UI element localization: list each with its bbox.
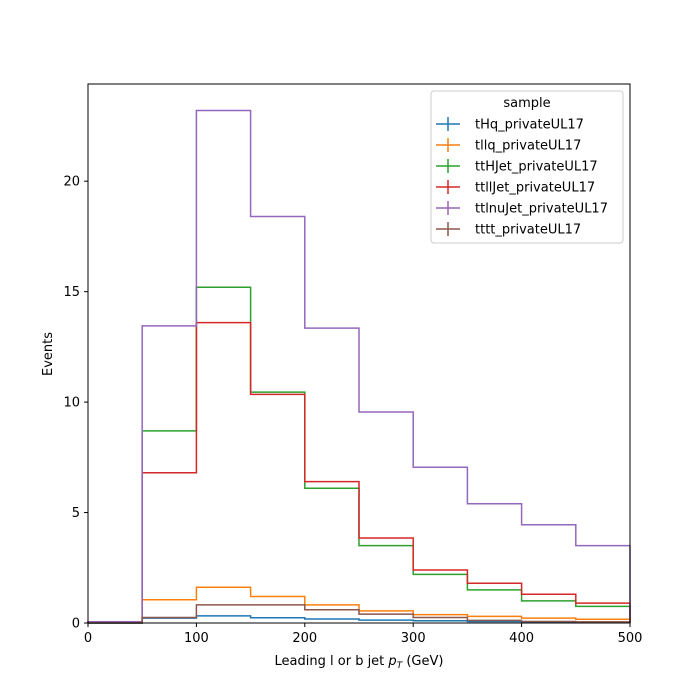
series-layer [87,109,631,624]
legend-entry-tllq_privateUL17: tllq_privateUL17 [436,138,581,154]
y-tick-label: 10 [63,396,80,411]
series-line-tllq_privateUL17 [87,586,631,623]
y-ticks: 0 5 10 15 20 [63,175,88,632]
legend-label: tllq_privateUL17 [475,139,581,154]
x-tick-label: 300 [401,631,426,646]
legend-entry-ttllJet_privateUL17: ttllJet_privateUL17 [436,180,595,196]
legend-entry-tHq_privateUL17: tHq_privateUL17 [436,117,584,133]
x-tick-label: 500 [618,631,643,646]
legend: sample tHq_privateUL17 tllq_privateUL17tt… [430,90,624,244]
x-axis-label-text: Leading l or b jet [275,654,385,669]
x-axis-label-math: p [387,654,396,669]
x-tick-label: 0 [84,631,92,646]
legend-label: ttllJet_privateUL17 [475,181,595,196]
x-axis-label-unit: (GeV) [406,654,443,669]
legend-title: sample [503,96,550,111]
series-line-ttllJet_privateUL17 [87,321,631,623]
series-line-ttlnuJet_privateUL17 [87,109,631,623]
x-tick-label: 100 [184,631,209,646]
series-line-tttt_privateUL17 [88,604,631,624]
legend-label: tHq_privateUL17 [475,118,584,133]
x-axis-label-math-sub: T [397,661,404,671]
legend-entry-ttlnuJet_privateUL17: ttlnuJet_privateUL17 [436,201,608,217]
y-axis-label: Events [41,332,56,376]
legend-box [430,90,624,244]
legend-label: tttt_privateUL17 [475,223,581,238]
legend-label: ttHJet_privateUL17 [475,160,598,175]
x-tick-label: 400 [509,631,534,646]
legend-entry-tttt_privateUL17: tttt_privateUL17 [436,222,581,238]
y-tick-label: 5 [72,506,80,521]
plot-frame [87,83,631,624]
legend-entries: tHq_privateUL17 tllq_privateUL17 ttHJet_pr… [436,117,608,238]
legend-entry-ttHJet_privateUL17: ttHJet_privateUL17 [436,159,598,175]
legend-label: ttlnuJet_privateUL17 [475,202,608,217]
x-tick-label: 200 [292,631,317,646]
y-tick-label: 15 [63,285,80,300]
x-axis-label: Leading l or b jet pT (GeV) [275,654,444,671]
y-tick-label: 20 [63,175,80,190]
y-tick-label: 0 [72,617,80,632]
x-ticks: 0 100 200 300 400 500 [84,623,643,646]
